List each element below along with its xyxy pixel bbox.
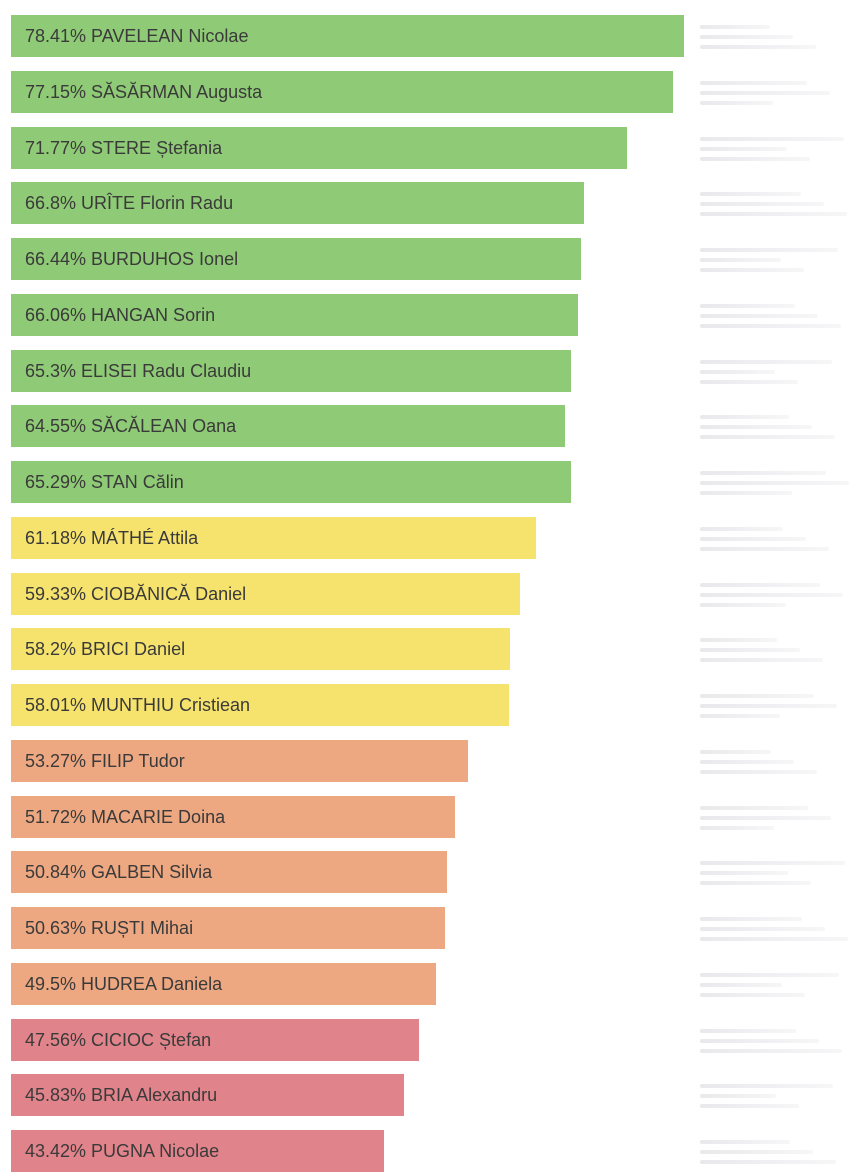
bar: 64.55% SĂCĂLEAN Oana bbox=[11, 405, 565, 448]
bar: 78.41% PAVELEAN Nicolae bbox=[11, 15, 684, 57]
bar-label: 77.15% SĂSĂRMAN Augusta bbox=[25, 81, 263, 102]
bar: 66.8% URÎTE Florin Radu bbox=[11, 182, 585, 225]
bar: 49.5% HUDREA Daniela bbox=[11, 962, 436, 1005]
bar-label: 66.8% URÎTE Florin Radu bbox=[25, 193, 234, 214]
bar-label: 58.2% BRICI Daniel bbox=[25, 639, 186, 660]
bleed-through-text bbox=[700, 688, 850, 730]
bar: 45.83% BRIA Alexandru bbox=[11, 1074, 405, 1117]
bleed-through-text bbox=[700, 409, 850, 451]
bleed-through-text bbox=[700, 186, 850, 228]
bar: 58.01% MUNTHIU Cristiean bbox=[11, 684, 509, 726]
bleed-through-text bbox=[700, 1023, 850, 1065]
bar: 50.84% GALBEN Silvia bbox=[11, 851, 448, 894]
bar: 58.2% BRICI Daniel bbox=[11, 628, 511, 671]
bar: 65.3% ELISEI Radu Claudiu bbox=[11, 349, 572, 392]
bar: 66.44% BURDUHOS Ionel bbox=[11, 238, 582, 280]
bar-label: 50.84% GALBEN Silvia bbox=[25, 862, 213, 883]
bar: 65.29% STAN Călin bbox=[11, 461, 572, 503]
bleed-through-text bbox=[700, 744, 850, 786]
bar: 53.27% FILIP Tudor bbox=[11, 739, 469, 782]
bar-label: 78.41% PAVELEAN Nicolae bbox=[25, 26, 249, 46]
bar-label: 49.5% HUDREA Daniela bbox=[25, 973, 223, 994]
bleed-through-text bbox=[700, 521, 850, 563]
bar: 71.77% STERE Ștefania bbox=[11, 126, 627, 169]
bar-label: 53.27% FILIP Tudor bbox=[25, 750, 185, 771]
bar-label: 61.18% MÁTHÉ Attila bbox=[25, 527, 199, 548]
bar: 43.42% PUGNA Nicolae bbox=[11, 1130, 384, 1172]
bar-label: 64.55% SĂCĂLEAN Oana bbox=[25, 416, 237, 437]
bleed-through-text bbox=[700, 1078, 850, 1120]
bleed-through-text bbox=[700, 242, 850, 284]
bar: 50.63% RUȘTI Mihai bbox=[11, 907, 446, 949]
bar-label: 65.29% STAN Călin bbox=[25, 472, 184, 492]
bleed-through-text bbox=[700, 354, 850, 396]
bar-label: 47.56% CICIOC Ștefan bbox=[25, 1029, 212, 1050]
bleed-through-text bbox=[700, 131, 850, 173]
bleed-through-text bbox=[700, 298, 850, 340]
bar-label: 66.44% BURDUHOS Ionel bbox=[25, 249, 239, 269]
bleed-through-text bbox=[700, 911, 850, 953]
bar-label: 66.06% HANGAN Sorin bbox=[25, 304, 216, 325]
bleed-through-text bbox=[700, 75, 850, 117]
bar-label: 59.33% CIOBĂNICĂ Daniel bbox=[25, 583, 247, 604]
bleed-through-text bbox=[700, 632, 850, 674]
bar: 51.72% MACARIE Doina bbox=[11, 795, 455, 838]
bar-label: 43.42% PUGNA Nicolae bbox=[25, 1141, 220, 1161]
bleed-through-text bbox=[700, 855, 850, 897]
bar-label: 45.83% BRIA Alexandru bbox=[25, 1085, 218, 1106]
bleed-through-text bbox=[700, 577, 850, 619]
bar: 77.15% SĂSĂRMAN Augusta bbox=[11, 70, 673, 113]
bleed-through-text bbox=[700, 800, 850, 842]
bar-label: 71.77% STERE Ștefania bbox=[25, 137, 223, 158]
bar: 66.06% HANGAN Sorin bbox=[11, 293, 578, 336]
bar: 61.18% MÁTHÉ Attila bbox=[11, 516, 536, 559]
bar: 47.56% CICIOC Ștefan bbox=[11, 1018, 420, 1061]
bleed-through-text bbox=[700, 19, 850, 61]
bar-label: 50.63% RUȘTI Mihai bbox=[25, 918, 194, 938]
bar-label: 58.01% MUNTHIU Cristiean bbox=[25, 695, 251, 715]
bar-label: 51.72% MACARIE Doina bbox=[25, 806, 226, 827]
bleed-through-text bbox=[700, 967, 850, 1009]
bleed-through-text bbox=[700, 465, 850, 507]
bar: 59.33% CIOBĂNICĂ Daniel bbox=[11, 572, 521, 615]
bleed-through-text bbox=[700, 1134, 850, 1176]
bar-label: 65.3% ELISEI Radu Claudiu bbox=[25, 360, 252, 381]
